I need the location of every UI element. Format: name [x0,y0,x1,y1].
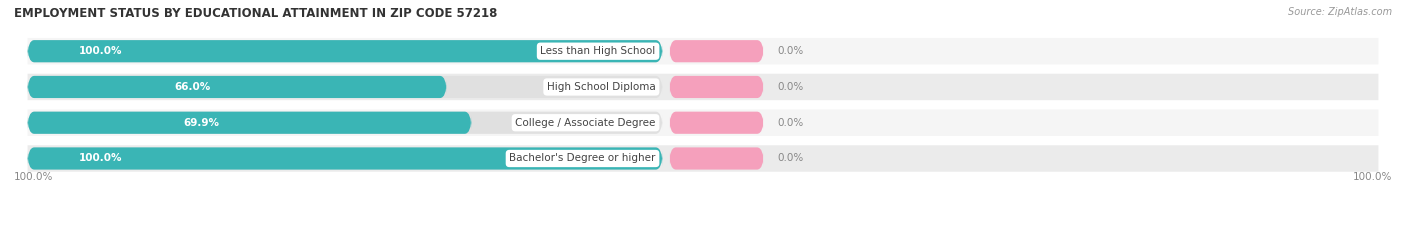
FancyBboxPatch shape [669,147,763,170]
Text: 0.0%: 0.0% [778,82,804,92]
FancyBboxPatch shape [28,145,1378,172]
FancyBboxPatch shape [28,74,1378,100]
FancyBboxPatch shape [28,147,662,170]
Text: Source: ZipAtlas.com: Source: ZipAtlas.com [1288,7,1392,17]
FancyBboxPatch shape [669,112,763,134]
FancyBboxPatch shape [28,110,1378,136]
FancyBboxPatch shape [28,76,447,98]
Text: 100.0%: 100.0% [14,172,53,182]
FancyBboxPatch shape [28,147,662,170]
Text: 0.0%: 0.0% [778,154,804,164]
Text: Less than High School: Less than High School [540,46,655,56]
Text: 69.9%: 69.9% [183,118,219,128]
FancyBboxPatch shape [28,40,662,62]
FancyBboxPatch shape [28,112,662,134]
Text: High School Diploma: High School Diploma [547,82,655,92]
FancyBboxPatch shape [28,38,1378,65]
FancyBboxPatch shape [28,40,662,62]
FancyBboxPatch shape [669,40,763,62]
FancyBboxPatch shape [669,76,763,98]
Text: College / Associate Degree: College / Associate Degree [516,118,655,128]
Text: 0.0%: 0.0% [778,46,804,56]
Text: Bachelor's Degree or higher: Bachelor's Degree or higher [509,154,655,164]
FancyBboxPatch shape [28,112,471,134]
Text: EMPLOYMENT STATUS BY EDUCATIONAL ATTAINMENT IN ZIP CODE 57218: EMPLOYMENT STATUS BY EDUCATIONAL ATTAINM… [14,7,498,20]
Text: 100.0%: 100.0% [79,46,122,56]
Text: 66.0%: 66.0% [174,82,211,92]
Text: 100.0%: 100.0% [1353,172,1392,182]
FancyBboxPatch shape [28,76,662,98]
Text: 0.0%: 0.0% [778,118,804,128]
Text: 100.0%: 100.0% [79,154,122,164]
